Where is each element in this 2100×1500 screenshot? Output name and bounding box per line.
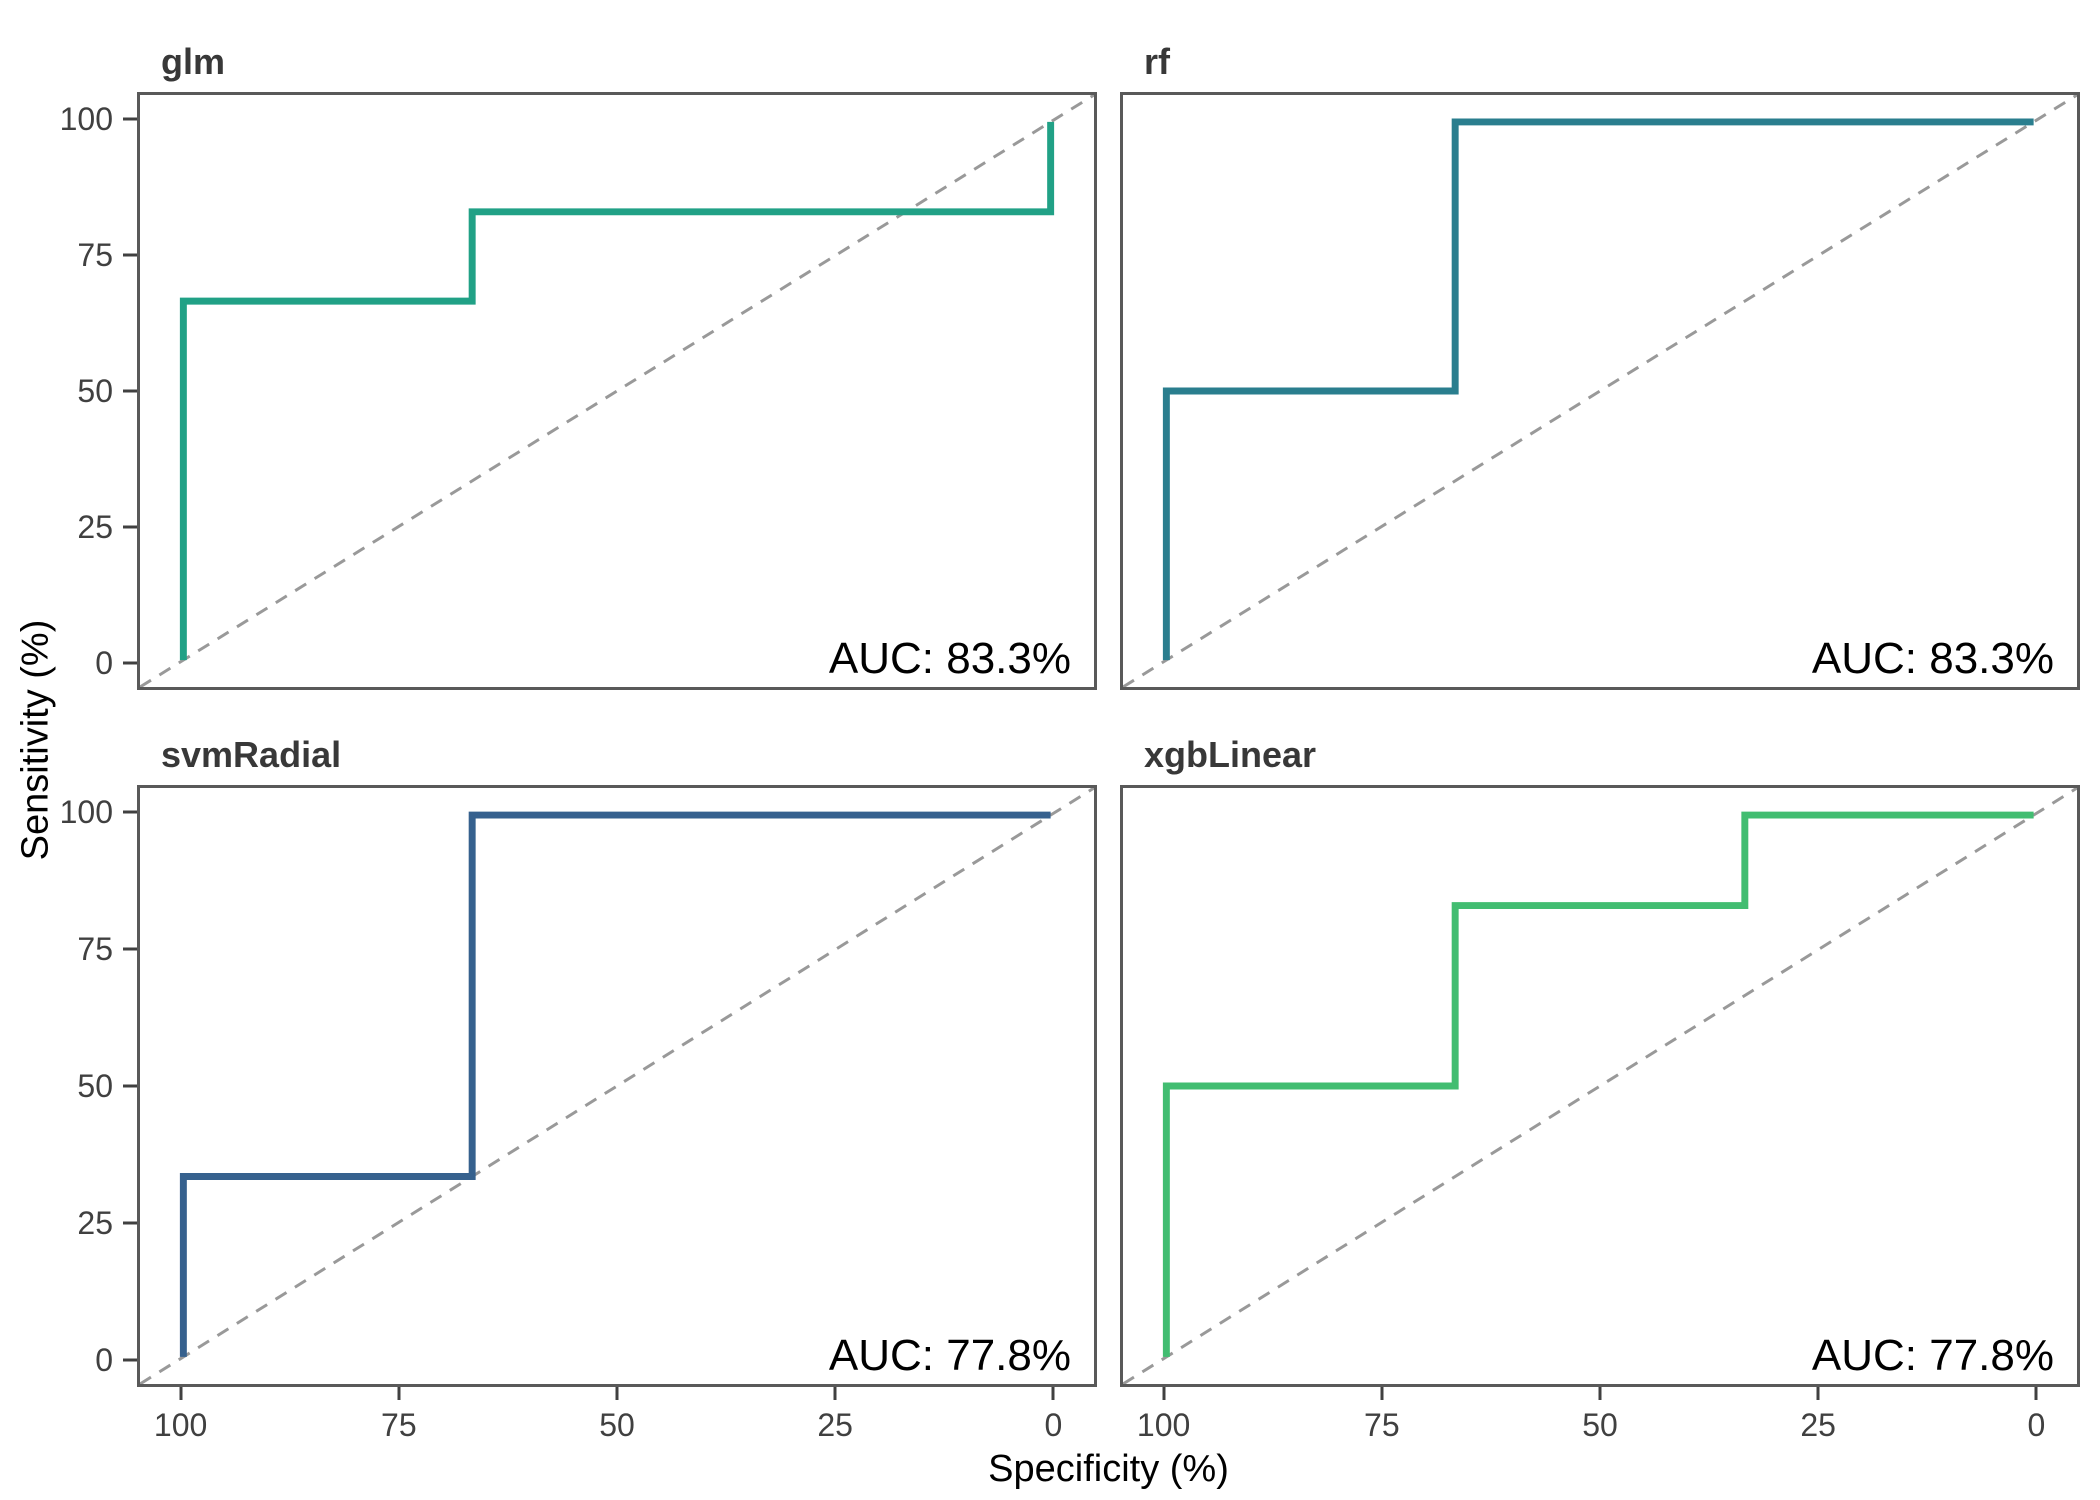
- facet-glm: glm AUC: 83.3% 0 25 50 75 100: [60, 44, 1097, 690]
- facet-title: rf: [1144, 41, 1170, 82]
- y-tick-mark: [123, 810, 137, 814]
- y-tick-mark: [123, 117, 137, 121]
- x-tick-mark: [179, 1387, 183, 1400]
- x-tick-label: 50: [1582, 1407, 1618, 1443]
- facet-title: xgbLinear: [1144, 734, 1317, 775]
- y-axis-title: Sensitivity (%): [14, 619, 57, 861]
- x-tick-label: 25: [817, 1407, 853, 1443]
- x-tick-label: 0: [1044, 1407, 1063, 1443]
- facet-title: svmRadial: [161, 734, 342, 775]
- y-tick-label: 25: [77, 508, 113, 545]
- x-tick-label: 100: [1136, 1407, 1191, 1443]
- auc-annotation: AUC: 77.8%: [828, 1330, 1071, 1380]
- facet-rf: rf AUC: 83.3%: [1120, 44, 2080, 690]
- x-tick-mark: [833, 1387, 837, 1400]
- x-tick-label: 50: [599, 1407, 635, 1443]
- x-tick-mark: [2034, 1387, 2038, 1400]
- diagonal-reference-line: [140, 95, 1094, 687]
- y-tick-mark: [123, 253, 137, 257]
- x-tick-label: 75: [1364, 1407, 1400, 1443]
- y-tick-label: 0: [95, 644, 113, 681]
- roc-curve: [1162, 118, 2034, 661]
- y-tick-label: 75: [77, 237, 113, 274]
- y-tick-label: 50: [77, 373, 113, 409]
- x-tick-mark: [1816, 1387, 1820, 1400]
- x-tick-label: 25: [1800, 1407, 1836, 1443]
- y-tick-mark: [123, 1221, 137, 1225]
- diagonal-reference-line: [1123, 95, 2077, 687]
- facet-svmRadial: svmRadial AUC: 77.8% 0 25 50 75 100 100 75 50 25…: [60, 737, 1097, 1441]
- y-tick-label: 100: [59, 794, 113, 831]
- y-tick-mark: [123, 661, 137, 665]
- y-tick-mark: [123, 389, 137, 393]
- y-tick-mark: [123, 525, 137, 529]
- x-tick-label: 75: [381, 1407, 417, 1443]
- roc-curve: [179, 811, 1051, 1357]
- roc-curve: [179, 121, 1055, 661]
- diagonal-reference-line: [140, 788, 1094, 1384]
- x-tick-label: 100: [153, 1407, 208, 1443]
- y-tick-label: 75: [77, 931, 113, 968]
- x-tick-mark: [1051, 1387, 1055, 1400]
- x-tick-mark: [1598, 1387, 1602, 1400]
- x-tick-label: 0: [2027, 1407, 2046, 1443]
- y-tick-label: 50: [77, 1068, 113, 1104]
- y-tick-mark: [123, 1084, 137, 1088]
- y-tick-mark: [123, 1358, 137, 1362]
- auc-annotation: AUC: 77.8%: [1811, 1330, 2054, 1380]
- x-tick-mark: [397, 1387, 401, 1400]
- y-tick-label: 25: [77, 1204, 113, 1241]
- facet-xgbLinear: xgbLinear AUC: 77.8% 100 75 50 25 0: [1120, 737, 2080, 1441]
- y-tick-label: 100: [59, 101, 113, 138]
- facet-title: glm: [161, 41, 226, 82]
- auc-annotation: AUC: 83.3%: [1811, 633, 2054, 683]
- roc-panel: [1120, 92, 2080, 690]
- x-tick-mark: [615, 1387, 619, 1400]
- roc-panel: [1120, 785, 2080, 1387]
- roc-panel: [137, 92, 1097, 690]
- x-tick-mark: [1162, 1387, 1166, 1400]
- roc-panel: [137, 785, 1097, 1387]
- roc-curve: [1162, 811, 2034, 1357]
- x-axis-title: Specificity (%): [988, 1448, 1229, 1490]
- y-tick-label: 0: [95, 1341, 113, 1378]
- diagonal-reference-line: [1123, 788, 2077, 1384]
- x-tick-mark: [1380, 1387, 1384, 1400]
- y-tick-mark: [123, 947, 137, 951]
- auc-annotation: AUC: 83.3%: [828, 633, 1071, 683]
